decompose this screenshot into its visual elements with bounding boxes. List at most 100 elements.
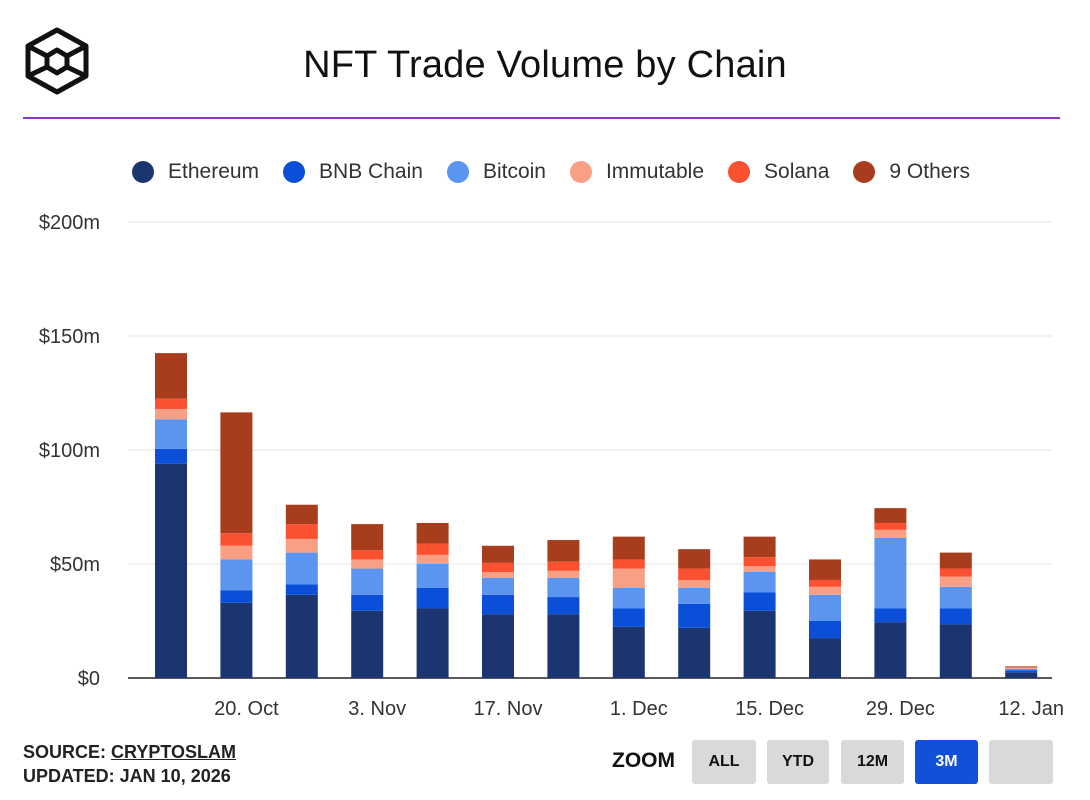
source-link[interactable]: CRYPTOSLAM [111, 742, 237, 762]
bar-segment-bnb-chain[interactable] [939, 608, 972, 625]
bar-segment-solana[interactable] [874, 522, 907, 530]
bar-segment-bnb-chain[interactable] [678, 603, 711, 628]
bar-segment-immutable[interactable] [416, 554, 449, 564]
bar-segment-ethereum[interactable] [743, 610, 776, 678]
bar-segment-solana[interactable] [1005, 667, 1038, 668]
bar-segment-bitcoin[interactable] [1005, 668, 1038, 671]
bar-segment-bnb-chain[interactable] [809, 621, 841, 639]
bar-segment-solana[interactable] [220, 533, 253, 546]
legend-dot-solana [728, 161, 751, 183]
bar-segment-bitcoin[interactable] [547, 577, 580, 598]
zoom-ytd-button[interactable]: YTD [767, 740, 829, 784]
bar-segment-ethereum[interactable] [482, 614, 514, 678]
bar-segment-immutable[interactable] [809, 586, 841, 595]
bar-segment-solana[interactable] [416, 543, 449, 555]
bar-segment-9-others[interactable] [809, 559, 841, 580]
bar-segment-solana[interactable] [285, 524, 318, 539]
bar-segment-bnb-chain[interactable] [1005, 670, 1038, 673]
cryptoslam-logo-icon[interactable] [22, 26, 92, 96]
bar-segment-ethereum[interactable] [155, 463, 187, 678]
bar-segment-immutable[interactable] [939, 576, 972, 587]
bar-segment-bitcoin[interactable] [416, 564, 449, 588]
bar-segment-ethereum[interactable] [285, 594, 318, 678]
bar-segment-ethereum[interactable] [612, 626, 645, 678]
bar-segment-9-others[interactable] [547, 540, 580, 562]
bar-segment-solana[interactable] [351, 550, 384, 560]
bar-segment-immutable[interactable] [351, 559, 384, 569]
bar-segment-bnb-chain[interactable] [874, 608, 907, 623]
bar-segment-bnb-chain[interactable] [416, 587, 449, 609]
bar-segment-bitcoin[interactable] [939, 586, 972, 609]
bar-segment-immutable[interactable] [482, 571, 514, 578]
bar-segment-immutable[interactable] [612, 568, 645, 588]
bar-segment-ethereum[interactable] [809, 638, 841, 678]
bar-segment-ethereum[interactable] [547, 614, 580, 678]
zoom-12m-button[interactable]: 12M [841, 740, 904, 784]
bar-segment-9-others[interactable] [416, 522, 449, 544]
bar-segment-9-others[interactable] [155, 353, 187, 399]
bar-segment-ethereum[interactable] [939, 624, 972, 678]
legend-item-others[interactable]: 9 Others [853, 160, 970, 184]
bar-segment-bitcoin[interactable] [482, 577, 514, 595]
bar-segment-9-others[interactable] [351, 524, 384, 551]
legend-label-bitcoin: Bitcoin [482, 160, 546, 183]
bar-segment-solana[interactable] [612, 559, 645, 569]
bar-segment-immutable[interactable] [678, 579, 711, 588]
bar-segment-9-others[interactable] [678, 549, 711, 569]
bar-segment-ethereum[interactable] [416, 608, 449, 678]
bar-segment-immutable[interactable] [285, 538, 318, 553]
bar-segment-bnb-chain[interactable] [547, 597, 580, 615]
zoom-all-button[interactable]: ALL [692, 740, 756, 784]
legend-item-bitcoin[interactable]: Bitcoin [446, 160, 546, 184]
bar-segment-solana[interactable] [155, 398, 187, 409]
bar-segment-bnb-chain[interactable] [351, 594, 384, 611]
bar-segment-solana[interactable] [939, 568, 972, 577]
bar-segment-immutable[interactable] [743, 566, 776, 572]
bar-segment-9-others[interactable] [612, 536, 645, 560]
bar-segment-bitcoin[interactable] [678, 587, 711, 604]
y-tick-label: $50m [50, 554, 100, 576]
bar-segment-ethereum[interactable] [220, 602, 253, 678]
bar-segment-solana[interactable] [547, 561, 580, 571]
bar-segment-9-others[interactable] [285, 504, 318, 525]
bar-segment-ethereum[interactable] [351, 610, 384, 678]
bar-segment-bitcoin[interactable] [612, 587, 645, 609]
bar-segment-ethereum[interactable] [874, 622, 907, 678]
bar-segment-bnb-chain[interactable] [743, 592, 776, 611]
bar-segment-bitcoin[interactable] [874, 537, 907, 609]
bar-segment-9-others[interactable] [482, 545, 514, 563]
bar-segment-9-others[interactable] [1005, 666, 1038, 668]
zoom-custom-button[interactable] [989, 740, 1053, 784]
bar-segment-bitcoin[interactable] [809, 594, 841, 621]
bar-segment-solana[interactable] [482, 562, 514, 572]
legend-item-solana[interactable]: Solana [728, 160, 829, 184]
bar-segment-ethereum[interactable] [1005, 672, 1038, 678]
legend-item-immutable[interactable]: Immutable [569, 160, 704, 184]
bar-segment-bitcoin[interactable] [743, 571, 776, 593]
bar-segment-bnb-chain[interactable] [220, 590, 253, 603]
bar-segment-9-others[interactable] [874, 508, 907, 523]
bar-segment-immutable[interactable] [220, 545, 253, 560]
bar-segment-bnb-chain[interactable] [612, 608, 645, 627]
bar-segment-bnb-chain[interactable] [482, 594, 514, 615]
bar-segment-bitcoin[interactable] [155, 419, 187, 449]
bar-segment-solana[interactable] [743, 557, 776, 567]
zoom-3m-button[interactable]: 3M [915, 740, 978, 784]
bar-segment-9-others[interactable] [220, 412, 253, 534]
bar-segment-bnb-chain[interactable] [285, 584, 318, 595]
bar-segment-9-others[interactable] [743, 536, 776, 558]
bar-segment-solana[interactable] [678, 568, 711, 580]
bar-segment-solana[interactable] [809, 579, 841, 587]
bar-segment-immutable[interactable] [1005, 667, 1038, 669]
bar-segment-ethereum[interactable] [678, 627, 711, 678]
legend-item-ethereum[interactable]: Ethereum [132, 160, 259, 184]
bar-segment-immutable[interactable] [874, 529, 907, 538]
bar-segment-bitcoin[interactable] [351, 568, 384, 595]
legend-item-bnb-chain[interactable]: BNB Chain [283, 160, 423, 184]
bar-segment-immutable[interactable] [547, 570, 580, 578]
bar-segment-9-others[interactable] [939, 552, 972, 569]
bar-segment-bnb-chain[interactable] [155, 448, 187, 464]
bar-segment-bitcoin[interactable] [285, 552, 318, 585]
bar-segment-immutable[interactable] [155, 408, 187, 420]
bar-segment-bitcoin[interactable] [220, 559, 253, 591]
